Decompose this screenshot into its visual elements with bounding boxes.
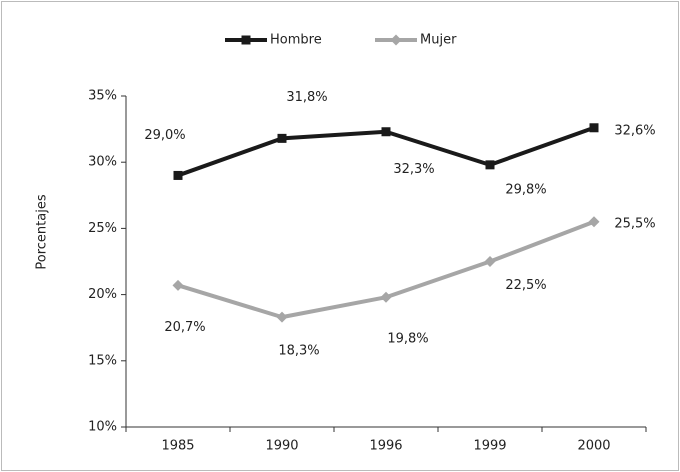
marker xyxy=(241,35,251,45)
x-tick-label: 1996 xyxy=(369,439,402,454)
y-tick-label: 30% xyxy=(88,155,117,170)
marker xyxy=(589,123,599,133)
data-label: 22,5% xyxy=(505,278,546,293)
marker xyxy=(172,279,184,291)
data-label: 31,8% xyxy=(286,90,327,105)
y-tick-label: 20% xyxy=(88,287,117,302)
y-tick-label: 10% xyxy=(88,420,117,435)
y-tick-label: 35% xyxy=(88,89,117,104)
x-tick-label: 1999 xyxy=(473,439,506,454)
data-label: 29,8% xyxy=(505,182,546,197)
y-axis-label: Porcentajes xyxy=(35,194,50,269)
legend-label: Hombre xyxy=(270,33,322,48)
y-tick-label: 25% xyxy=(88,221,117,236)
marker xyxy=(484,256,496,267)
marker xyxy=(276,311,288,323)
data-label: 20,7% xyxy=(164,320,205,335)
data-label: 25,5% xyxy=(614,216,655,231)
data-label: 32,6% xyxy=(614,123,655,138)
data-label: 29,0% xyxy=(144,128,185,143)
marker xyxy=(380,291,392,303)
marker xyxy=(277,133,287,143)
marker xyxy=(390,34,402,46)
marker xyxy=(588,216,600,228)
y-tick-label: 15% xyxy=(88,353,117,368)
marker xyxy=(173,170,183,180)
x-tick-label: 1990 xyxy=(265,439,298,454)
x-tick-label: 2000 xyxy=(577,439,610,454)
legend-label: Mujer xyxy=(420,33,457,48)
data-label: 18,3% xyxy=(278,344,319,359)
data-label: 19,8% xyxy=(387,332,428,347)
x-tick-label: 1985 xyxy=(161,439,194,454)
marker xyxy=(485,160,495,170)
data-label: 32,3% xyxy=(393,162,434,177)
marker xyxy=(381,127,391,137)
